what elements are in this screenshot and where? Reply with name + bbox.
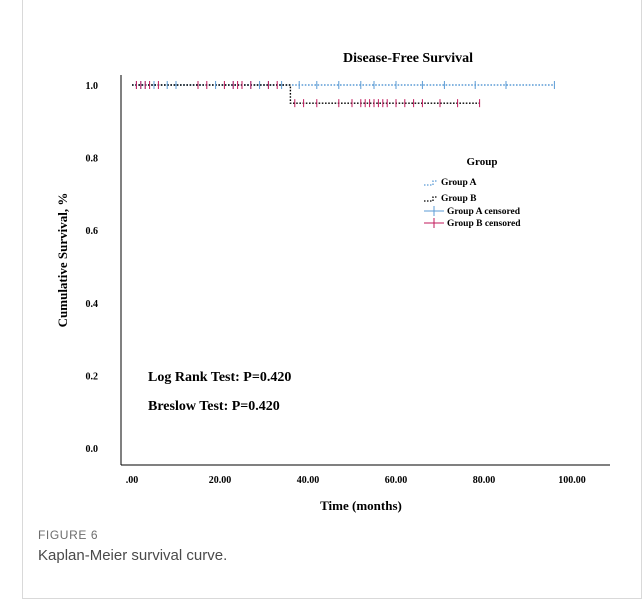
x-tick-labels: .00 20.00 40.00 60.00 80.00 100.00 xyxy=(126,475,586,486)
legend-item-group-a: Group A xyxy=(424,178,477,188)
legend-label-group-a: Group A xyxy=(441,178,477,188)
x-tick-label: 20.00 xyxy=(209,475,232,486)
y-tick-label: 0.4 xyxy=(86,299,99,310)
legend-title: Group xyxy=(467,156,498,168)
x-tick-label: 60.00 xyxy=(385,475,408,486)
x-tick-label: 100.00 xyxy=(558,475,586,486)
annotation-log-rank: Log Rank Test: P=0.420 xyxy=(148,370,291,385)
legend-item-group-a-censored: Group A censored xyxy=(424,206,521,217)
annotation-breslow: Breslow Test: P=0.420 xyxy=(148,399,280,414)
series-layer xyxy=(132,84,555,104)
y-tick-label: 0.8 xyxy=(86,154,99,165)
legend-item-group-b: Group B xyxy=(424,194,477,204)
x-tick-label: 40.00 xyxy=(297,475,320,486)
legend: Group Group A Group B Group A censored G… xyxy=(424,156,521,229)
y-tick-label: 0.0 xyxy=(86,444,99,455)
y-tick-label: 0.6 xyxy=(86,226,99,237)
axes xyxy=(120,75,610,466)
x-tick-label: 80.00 xyxy=(473,475,496,486)
series-line-group-b xyxy=(132,84,480,104)
legend-swatch-group-b xyxy=(424,196,438,202)
legend-label-group-b-censored: Group B censored xyxy=(447,219,521,229)
x-tick-label: .00 xyxy=(126,475,139,486)
figure-label: FIGURE 6 xyxy=(38,528,99,542)
legend-label-group-a-censored: Group A censored xyxy=(447,207,521,217)
y-tick-label: 1.0 xyxy=(86,81,99,92)
y-tick-labels: 0.0 0.2 0.4 0.6 0.8 1.0 xyxy=(86,81,99,455)
y-axis-label: Cumulative Survival, % xyxy=(55,193,70,328)
censor-marks xyxy=(135,81,555,108)
survival-chart: Disease-Free Survival 0.0 0.2 0.4 0.6 0.8 1.0… xyxy=(55,51,610,513)
legend-item-group-b-censored: Group B censored xyxy=(424,218,521,229)
x-axis-label: Time (months) xyxy=(320,498,402,513)
legend-label-group-b: Group B xyxy=(441,194,477,204)
figure-caption: Kaplan-Meier survival curve. xyxy=(38,547,228,564)
figure-card xyxy=(22,0,642,599)
chart-title: Disease-Free Survival xyxy=(343,51,473,66)
legend-swatch-group-a xyxy=(424,180,438,186)
y-tick-label: 0.2 xyxy=(86,371,99,382)
